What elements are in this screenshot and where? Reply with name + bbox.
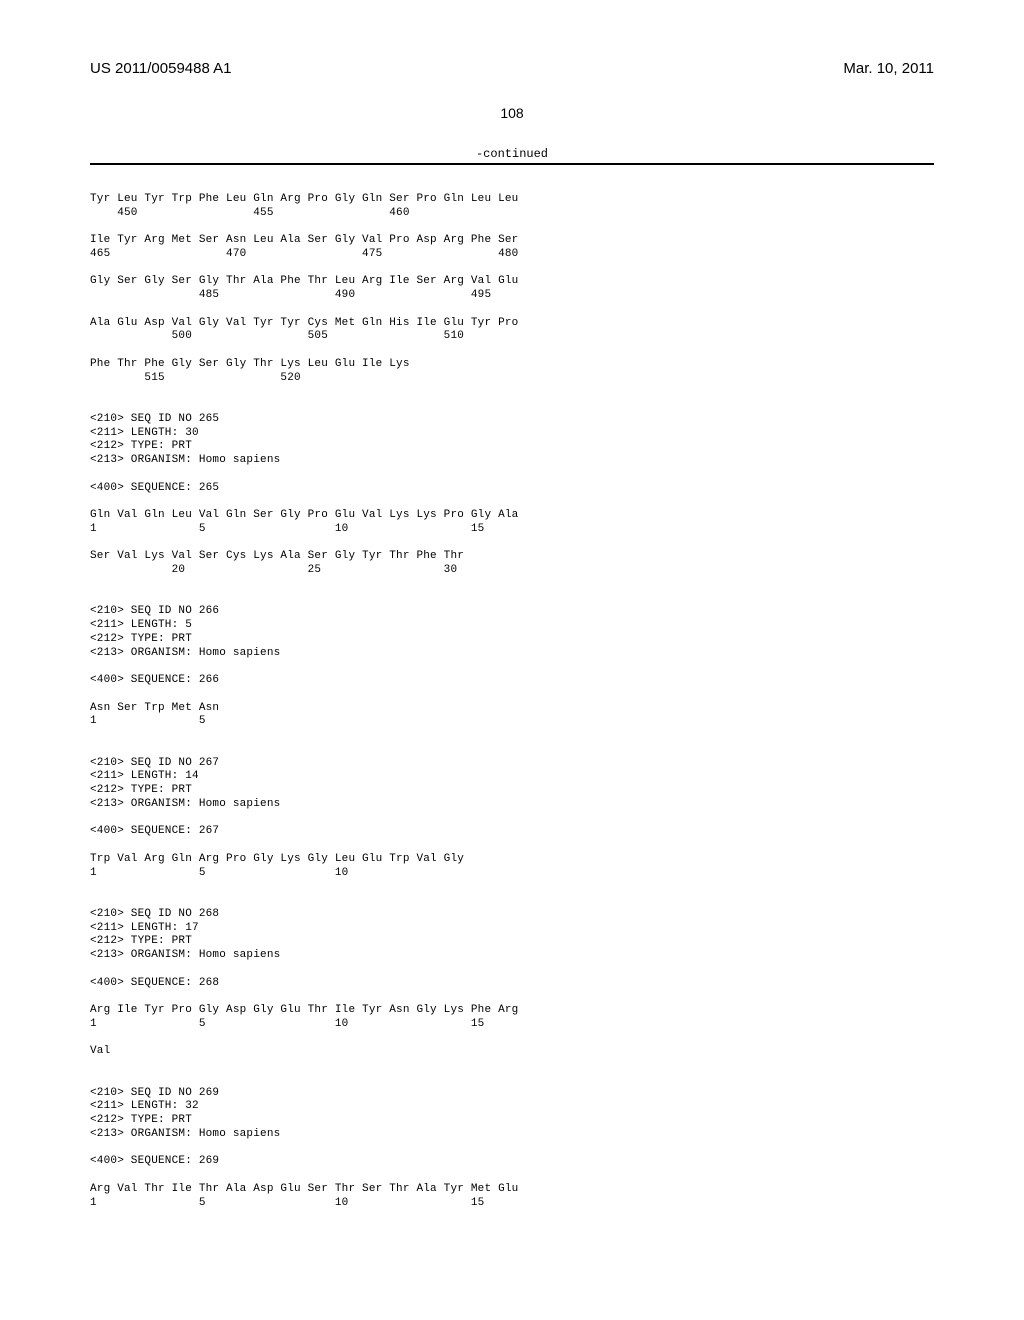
seq-meta: <212> TYPE: PRT — [90, 935, 192, 947]
seq-line: 1 5 10 15 — [90, 1197, 484, 1209]
seq-line: 1 5 — [90, 715, 206, 727]
seq-meta: <211> LENGTH: 30 — [90, 427, 199, 439]
seq-line: Arg Ile Tyr Pro Gly Asp Gly Glu Thr Ile … — [90, 1004, 518, 1016]
seq-meta: <213> ORGANISM: Homo sapiens — [90, 949, 280, 961]
seq-meta: <213> ORGANISM: Homo sapiens — [90, 1128, 280, 1140]
seq-meta: <211> LENGTH: 17 — [90, 922, 199, 934]
seq-meta: <210> SEQ ID NO 266 — [90, 605, 219, 617]
seq-meta: <212> TYPE: PRT — [90, 440, 192, 452]
publication-date: Mar. 10, 2011 — [843, 60, 934, 77]
seq-line: 450 455 460 — [90, 207, 410, 219]
seq-meta: <212> TYPE: PRT — [90, 784, 192, 796]
seq-meta: <213> ORGANISM: Homo sapiens — [90, 454, 280, 466]
seq-label: <400> SEQUENCE: 267 — [90, 825, 219, 837]
seq-label: <400> SEQUENCE: 268 — [90, 977, 219, 989]
seq-line: 500 505 510 — [90, 330, 464, 342]
seq-meta: <213> ORGANISM: Homo sapiens — [90, 798, 280, 810]
seq-line: Val — [90, 1045, 110, 1057]
seq-meta: <211> LENGTH: 32 — [90, 1100, 199, 1112]
publication-number: US 2011/0059488 A1 — [90, 60, 232, 77]
sequence-listing: Tyr Leu Tyr Trp Phe Leu Gln Arg Pro Gly … — [90, 179, 934, 1210]
continued-label: -continued — [90, 147, 934, 161]
seq-line: Gln Val Gln Leu Val Gln Ser Gly Pro Glu … — [90, 509, 518, 521]
seq-label: <400> SEQUENCE: 266 — [90, 674, 219, 686]
seq-line: Asn Ser Trp Met Asn — [90, 702, 219, 714]
seq-line: Ala Glu Asp Val Gly Val Tyr Tyr Cys Met … — [90, 317, 518, 329]
seq-line: Tyr Leu Tyr Trp Phe Leu Gln Arg Pro Gly … — [90, 193, 518, 205]
seq-meta: <210> SEQ ID NO 268 — [90, 908, 219, 920]
seq-meta: <212> TYPE: PRT — [90, 633, 192, 645]
seq-line: Ser Val Lys Val Ser Cys Lys Ala Ser Gly … — [90, 550, 464, 562]
seq-line: 1 5 10 15 — [90, 523, 484, 535]
seq-label: <400> SEQUENCE: 265 — [90, 482, 219, 494]
seq-line: Arg Val Thr Ile Thr Ala Asp Glu Ser Thr … — [90, 1183, 518, 1195]
seq-meta: <211> LENGTH: 5 — [90, 619, 192, 631]
seq-line: 515 520 — [90, 372, 301, 384]
seq-meta: <213> ORGANISM: Homo sapiens — [90, 647, 280, 659]
seq-meta: <210> SEQ ID NO 265 — [90, 413, 219, 425]
seq-meta: <211> LENGTH: 14 — [90, 770, 199, 782]
seq-meta: <212> TYPE: PRT — [90, 1114, 192, 1126]
rule-bottom — [90, 164, 934, 165]
seq-line: 1 5 10 15 — [90, 1018, 484, 1030]
seq-label: <400> SEQUENCE: 269 — [90, 1155, 219, 1167]
seq-line: 465 470 475 480 — [90, 248, 518, 260]
seq-meta: <210> SEQ ID NO 267 — [90, 757, 219, 769]
seq-line: Gly Ser Gly Ser Gly Thr Ala Phe Thr Leu … — [90, 275, 518, 287]
seq-line: 485 490 495 — [90, 289, 491, 301]
seq-line: Ile Tyr Arg Met Ser Asn Leu Ala Ser Gly … — [90, 234, 518, 246]
page-number: 108 — [90, 105, 934, 121]
seq-line: Phe Thr Phe Gly Ser Gly Thr Lys Leu Glu … — [90, 358, 410, 370]
patent-page: US 2011/0059488 A1 Mar. 10, 2011 108 -co… — [0, 0, 1024, 1250]
seq-line: Trp Val Arg Gln Arg Pro Gly Lys Gly Leu … — [90, 853, 464, 865]
seq-meta: <210> SEQ ID NO 269 — [90, 1087, 219, 1099]
seq-line: 20 25 30 — [90, 564, 457, 576]
page-header: US 2011/0059488 A1 Mar. 10, 2011 — [90, 60, 934, 77]
seq-line: 1 5 10 — [90, 867, 348, 879]
